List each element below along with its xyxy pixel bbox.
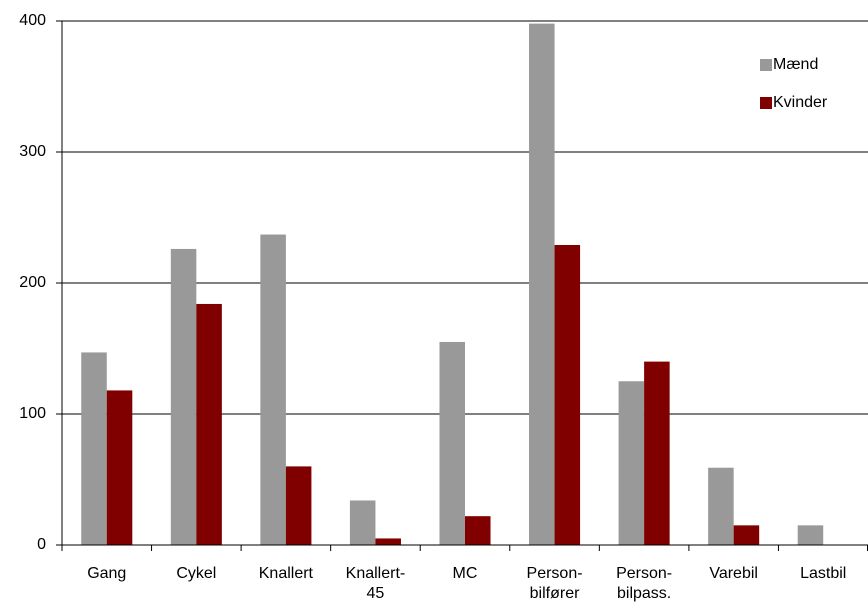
x-tick-label: Gang — [87, 565, 127, 582]
bar — [106, 390, 133, 545]
x-tick-label: Lastbil — [800, 565, 847, 582]
bar — [349, 500, 376, 545]
legend-label: Kvinder — [773, 94, 828, 111]
x-tick-label: Cykel — [176, 565, 217, 582]
legend-label: Mænd — [773, 56, 818, 73]
x-tick-label: MC — [452, 565, 478, 582]
x-tick-label: Knallert- 45 — [345, 565, 406, 602]
bar — [529, 23, 555, 546]
bar — [644, 361, 670, 545]
bar — [797, 525, 824, 545]
y-tick-label: 400 — [19, 12, 46, 29]
bar — [170, 248, 197, 545]
bar — [708, 467, 734, 545]
y-tick-label: 300 — [19, 143, 46, 160]
legend-swatch — [760, 97, 772, 109]
bar — [260, 234, 286, 545]
x-tick-label: Person- bilpass. — [616, 565, 673, 602]
y-tick-label: 200 — [19, 274, 46, 291]
bar — [618, 381, 645, 545]
y-tick-label: 0 — [37, 536, 46, 553]
bar — [439, 341, 465, 545]
bar — [285, 466, 312, 545]
bar — [465, 516, 491, 545]
bar — [81, 352, 107, 545]
y-tick-label: 100 — [19, 405, 46, 422]
bar — [375, 538, 401, 545]
x-tick-label: Person- bilfører — [526, 565, 583, 602]
bar — [554, 245, 581, 545]
x-tick-label: Varebil — [709, 565, 758, 582]
x-tick-label: Knallert — [258, 565, 313, 582]
bar — [733, 525, 760, 545]
legend-swatch — [760, 59, 772, 71]
bar — [196, 303, 222, 545]
